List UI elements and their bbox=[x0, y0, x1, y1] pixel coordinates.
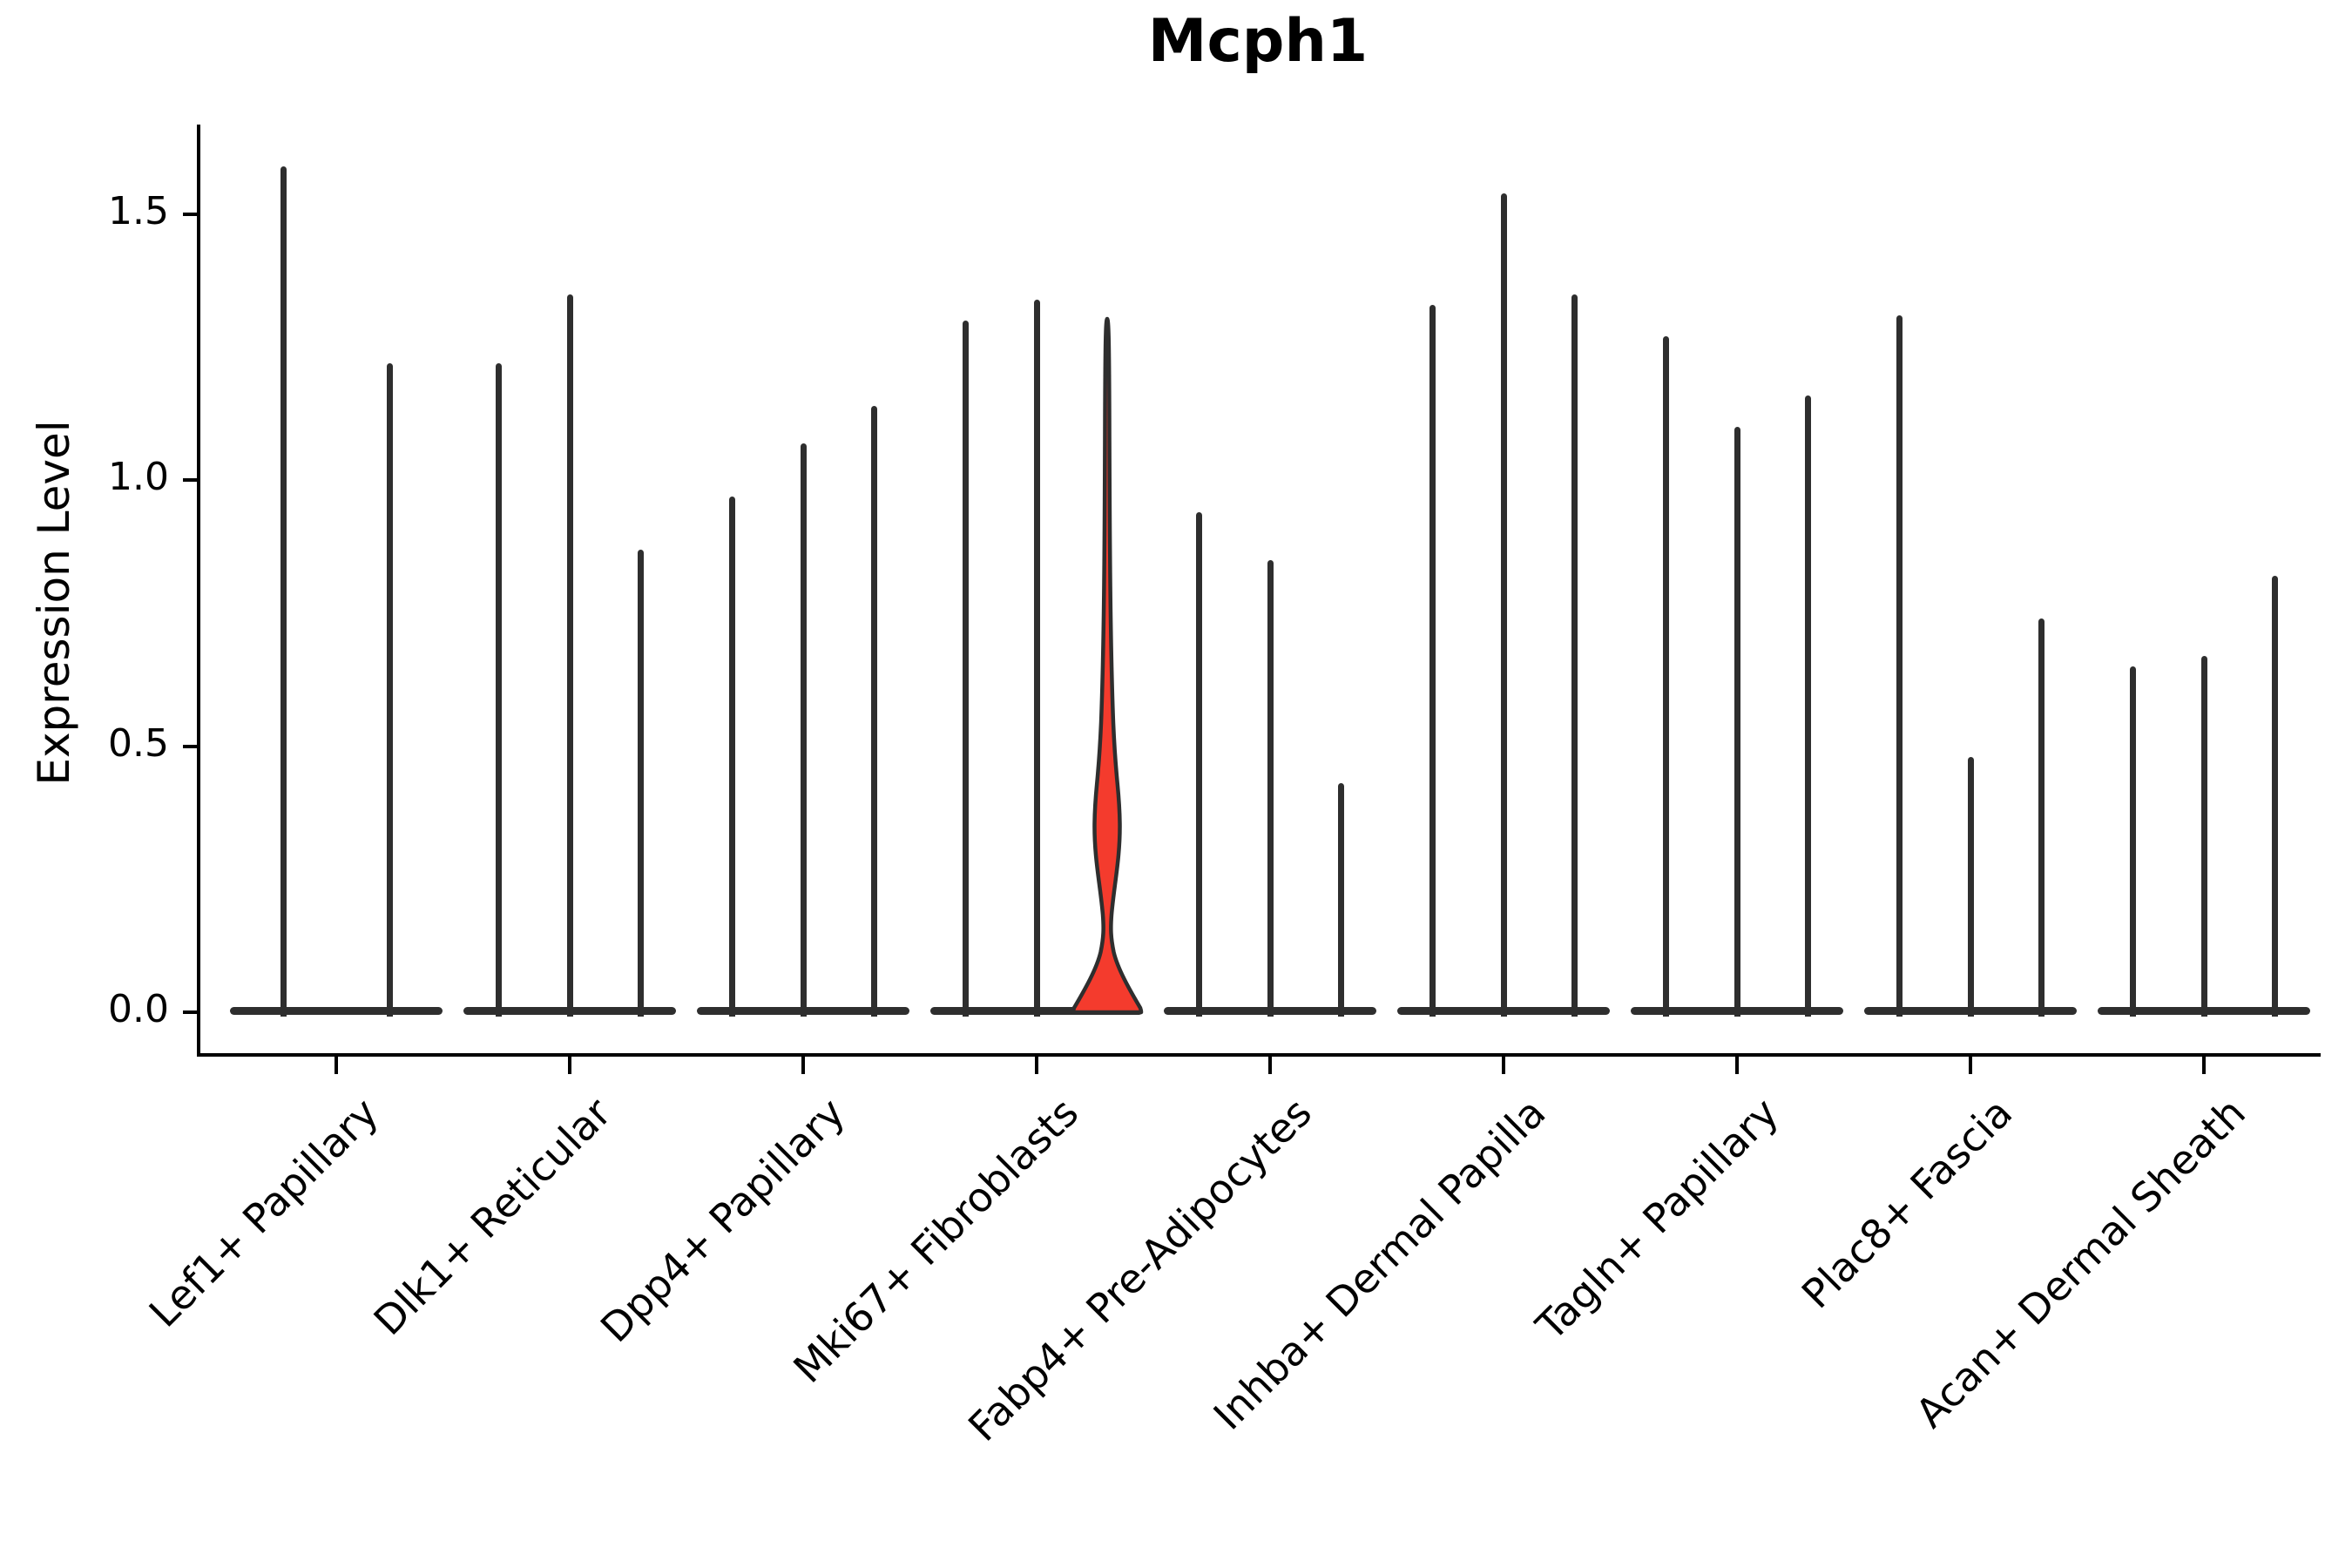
x-tick-label: Plac8+ Fascia bbox=[1792, 1089, 2022, 1318]
violin-spike bbox=[1804, 395, 1811, 1017]
violin-spike bbox=[2130, 666, 2137, 1017]
violin-base bbox=[230, 1007, 443, 1015]
highlighted-violin bbox=[1071, 316, 1144, 1015]
violin-spike bbox=[1663, 336, 1670, 1017]
x-tick-mark bbox=[1735, 1057, 1739, 1074]
x-tick-mark bbox=[1502, 1057, 1505, 1074]
y-tick-mark bbox=[183, 744, 199, 748]
violin-spike bbox=[870, 405, 877, 1017]
violin-spike bbox=[2271, 576, 2278, 1017]
x-tick-label: Dlk1+ Reticular bbox=[364, 1089, 621, 1345]
y-tick-mark bbox=[183, 1010, 199, 1014]
x-tick-mark bbox=[801, 1057, 805, 1074]
chart-title: Mcph1 bbox=[1147, 7, 1369, 76]
x-tick-label: Dpp4+ Papillary bbox=[591, 1089, 855, 1352]
y-tick-mark bbox=[183, 478, 199, 483]
violin-spike bbox=[1967, 756, 1974, 1017]
violin-spike bbox=[386, 362, 393, 1017]
violin-spike bbox=[1734, 427, 1740, 1017]
y-axis-spine bbox=[197, 125, 200, 1057]
violin-spike bbox=[1896, 314, 1903, 1017]
violin-spike bbox=[1033, 299, 1040, 1017]
violin-spike bbox=[729, 496, 736, 1017]
y-tick-label: 1.0 bbox=[108, 455, 169, 500]
violin-spike bbox=[1337, 783, 1344, 1017]
violin-spike bbox=[1571, 294, 1578, 1017]
violin-spike bbox=[1196, 511, 1203, 1017]
x-tick-mark bbox=[2202, 1057, 2206, 1074]
y-tick-mark bbox=[183, 212, 199, 216]
violin-spike bbox=[2038, 618, 2044, 1017]
y-tick-label: 1.5 bbox=[108, 188, 169, 233]
highlighted-violin-shape bbox=[1071, 316, 1144, 1015]
violin-spike bbox=[2200, 655, 2207, 1017]
violin-spike bbox=[566, 294, 573, 1017]
violin-spike bbox=[496, 362, 503, 1017]
x-tick-mark bbox=[1035, 1057, 1038, 1074]
x-tick-mark bbox=[1268, 1057, 1272, 1074]
violin-spike bbox=[1429, 304, 1436, 1017]
violin-spike bbox=[800, 443, 807, 1017]
x-tick-label: Tagln+ Papillary bbox=[1527, 1089, 1788, 1349]
y-tick-label: 0.0 bbox=[108, 987, 169, 1031]
violin-spike bbox=[280, 166, 287, 1017]
violin-spike bbox=[963, 321, 970, 1017]
violin-spike bbox=[637, 549, 644, 1017]
x-tick-mark bbox=[1969, 1057, 1972, 1074]
x-tick-mark bbox=[335, 1057, 338, 1074]
x-tick-label: Lef1+ Papillary bbox=[139, 1089, 388, 1336]
y-tick-label: 0.5 bbox=[108, 720, 169, 766]
violin-spike bbox=[1500, 193, 1507, 1017]
violin-spike bbox=[1267, 559, 1274, 1017]
x-tick-mark bbox=[568, 1057, 571, 1074]
x-axis-spine bbox=[197, 1053, 2321, 1057]
